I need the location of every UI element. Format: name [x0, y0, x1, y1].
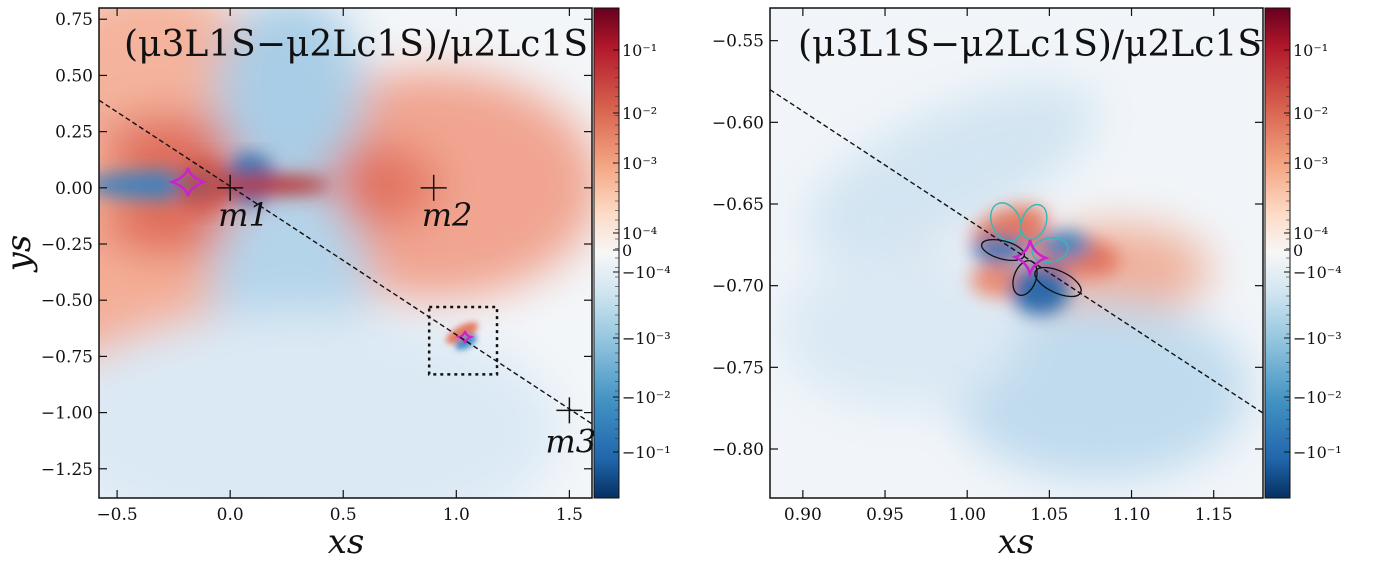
- left-title: (μ3L1S−μ2Lc1S)/μ2Lc1S: [124, 24, 588, 65]
- x-tick-label: 0.95: [866, 505, 904, 525]
- x-tick-label: −0.5: [96, 505, 137, 525]
- contour-black: [980, 238, 1026, 262]
- mass-label: m2: [422, 196, 473, 234]
- y-tick-label: −1.25: [41, 460, 93, 480]
- y-tick-label: 0.75: [55, 10, 93, 30]
- y-tick-label: −0.55: [712, 32, 764, 52]
- caustic-right: [1011, 239, 1050, 279]
- contour-black: [1034, 266, 1082, 298]
- colorbar-label: 10⁻¹: [1293, 41, 1328, 60]
- colorbar-label: −10⁻⁴: [622, 263, 671, 282]
- left-colorbar: [593, 7, 620, 499]
- right-colorbar-labels: 10⁻¹ 10⁻² 10⁻³ 10⁻⁴0 −10⁻⁴ −10⁻³ −10⁻² −10⁻¹: [1284, 41, 1342, 462]
- x-tick-label: 0.0: [217, 505, 244, 525]
- colorbar-label: 10⁻²: [622, 104, 657, 123]
- masses: m1 m2 m3: [217, 174, 596, 460]
- right-colorbar: [1264, 7, 1291, 499]
- colorbar-label: −10⁻³: [1293, 329, 1342, 348]
- zoom-box: [427, 305, 499, 376]
- x-tick-label: 1.10: [1113, 505, 1151, 525]
- y-tick-label: 0.00: [55, 179, 93, 199]
- mass-label: m3: [545, 422, 596, 460]
- right-xlabel: xs: [998, 522, 1035, 561]
- y-tick-label: 0.50: [55, 66, 93, 86]
- left-ylabel: ys: [0, 235, 39, 274]
- y-tick-label: 0.25: [55, 123, 93, 143]
- contour-cyan: [990, 202, 1022, 242]
- colorbar-label: 10⁻³: [1293, 154, 1328, 173]
- y-tick-label: −0.60: [712, 113, 764, 133]
- colorbar-label: −10⁻²: [1293, 388, 1342, 407]
- y-tick-label: −0.70: [712, 277, 764, 297]
- left-heatmap: [99, 8, 592, 498]
- y-tick-label: −0.25: [41, 235, 93, 255]
- colorbar-label: 10⁻¹: [622, 41, 657, 60]
- colorbar-label: −10⁻¹: [1293, 443, 1342, 462]
- y-tick-label: −0.80: [712, 440, 764, 460]
- left-axes: −0.5 0.0 0.5 1.0 1.5 0.75 0.50 0.25 0.00 −0.25 −0.…: [41, 8, 592, 525]
- x-tick-label: 1.5: [556, 505, 583, 525]
- right-heatmap: [770, 83, 1263, 480]
- x-tick-label: 1.15: [1195, 505, 1233, 525]
- colorbar-label: −10⁻¹: [622, 443, 671, 462]
- source-trajectory-left: [99, 99, 592, 425]
- right-title: (μ3L1S−μ2Lc1S)/μ2Lc1S: [798, 24, 1262, 65]
- colorbar-label: 0: [1293, 241, 1303, 260]
- colorbar-label: 10⁻²: [1293, 104, 1328, 123]
- y-tick-label: −0.75: [712, 358, 764, 378]
- left-colorbar-labels: 10⁻¹ 10⁻² 10⁻³ 10⁻⁴0 −10⁻⁴ −10⁻³ −10⁻² −10⁻¹: [613, 41, 671, 462]
- x-tick-label: 0.5: [330, 505, 357, 525]
- mass-label: m1: [218, 196, 269, 234]
- y-tick-label: −0.75: [41, 347, 93, 367]
- x-tick-label: 1.05: [1030, 505, 1068, 525]
- colorbar-label: −10⁻²: [622, 388, 671, 407]
- colorbar-label: 10⁻⁴: [1293, 224, 1328, 243]
- y-tick-label: −0.50: [41, 291, 93, 311]
- x-tick-label: 0.90: [784, 505, 822, 525]
- contour-cyan: [1031, 237, 1069, 263]
- caustic-left-secondary: [455, 330, 475, 344]
- colorbar-label: 10⁻³: [622, 154, 657, 173]
- x-tick-label: 1.0: [443, 505, 470, 525]
- x-tick-label: 1.00: [948, 505, 986, 525]
- right-plot-frame: [769, 7, 1264, 499]
- colorbar-label: −10⁻³: [622, 329, 671, 348]
- caustic-left-central: [168, 167, 208, 197]
- y-tick-label: −0.65: [712, 195, 764, 215]
- y-tick-label: −1.00: [41, 404, 93, 424]
- source-trajectory-right: [770, 89, 1263, 414]
- right-axes: 0.90 0.95 1.00 1.05 1.10 1.15 −0.55 −0.60 −0.65 −…: [712, 8, 1263, 525]
- colorbar-label: 10⁻⁴: [622, 224, 657, 243]
- colorbar-label: 0: [622, 241, 632, 260]
- left-plot-frame: [98, 7, 593, 499]
- contour-cyan: [1020, 203, 1048, 241]
- left-xlabel: xs: [328, 522, 365, 561]
- colorbar-label: −10⁻⁴: [1293, 263, 1342, 282]
- right-panel: 0.90 0.95 1.00 1.05 1.10 1.15 −0.55 −0.60 −0.65 −…: [712, 7, 1342, 561]
